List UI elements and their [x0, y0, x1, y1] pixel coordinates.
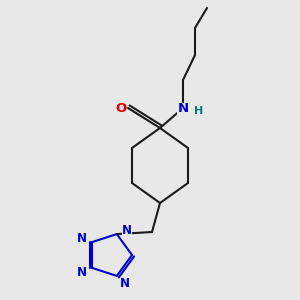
Text: H: H	[194, 106, 204, 116]
Text: N: N	[177, 103, 189, 116]
Text: N: N	[77, 232, 87, 244]
Text: O: O	[116, 101, 127, 115]
Text: N: N	[77, 266, 87, 279]
Text: N: N	[122, 224, 132, 237]
Text: N: N	[120, 278, 130, 290]
